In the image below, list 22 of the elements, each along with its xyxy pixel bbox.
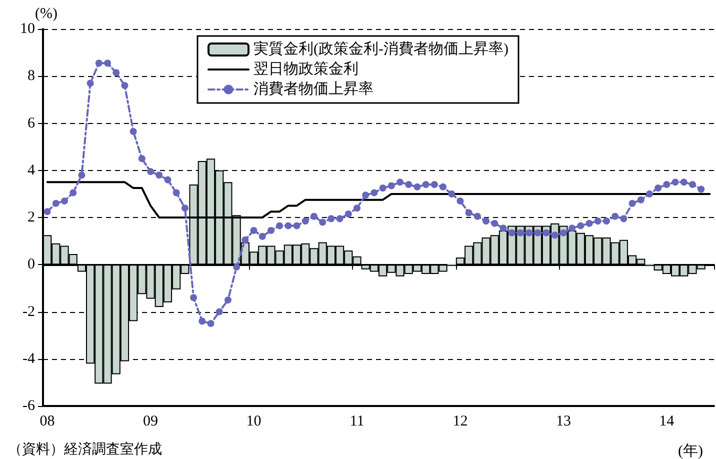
y-tick-label: -2: [22, 304, 35, 320]
y-axis-title: (%): [35, 6, 58, 22]
y-tick-label: 4: [28, 162, 36, 178]
x-tick-label: 13: [556, 414, 571, 430]
y-tick-label: 8: [28, 68, 35, 84]
y-tick-label: 2: [28, 210, 35, 226]
x-axis-title: (年): [678, 442, 703, 459]
x-tick-label: 08: [40, 414, 55, 430]
y-tick-label: 6: [28, 115, 36, 132]
x-tick-label: 14: [659, 414, 675, 430]
legend-label: 翌日物政策金利: [254, 60, 359, 78]
legend-label: 消費者物価上昇率: [254, 80, 374, 98]
y-tick-label: -4: [22, 350, 36, 367]
y-tick-label: 10: [20, 21, 35, 37]
x-tick-label: 10: [246, 414, 262, 430]
x-tick-label: 12: [452, 414, 468, 430]
legend-label: 実質金利(政策金利-消費者物価上昇率): [254, 40, 509, 58]
y-tick-label: 0: [28, 256, 35, 273]
x-tick-label: 09: [143, 414, 158, 430]
text: （資料）経済調査室作成: [8, 442, 162, 458]
y-tick-label: -6: [22, 398, 36, 414]
x-tick-label: 11: [350, 414, 364, 430]
